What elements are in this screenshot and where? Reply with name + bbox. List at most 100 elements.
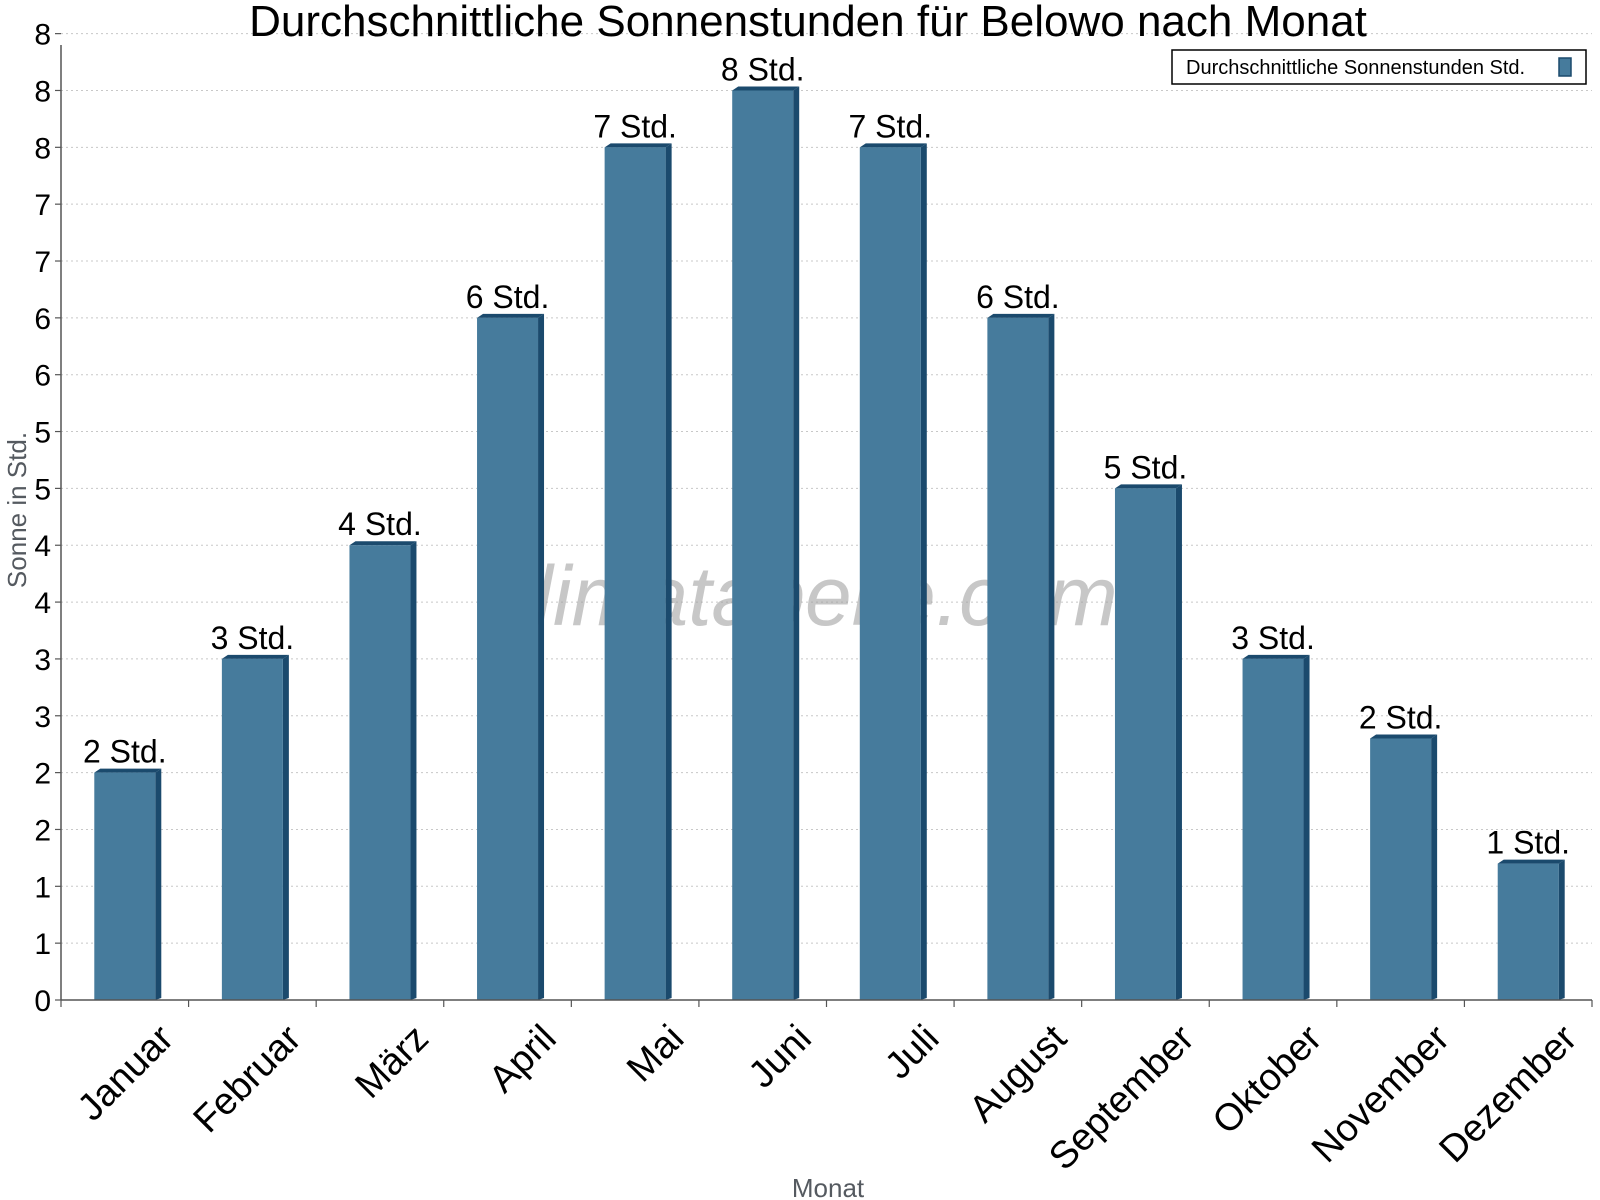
data-label: 7 Std.	[593, 108, 677, 144]
y-tick-label: 7	[34, 246, 51, 279]
bar-top	[1370, 734, 1438, 739]
bar-top	[349, 541, 417, 546]
y-tick-label: 4	[34, 530, 51, 563]
bar-side	[1558, 859, 1565, 1000]
y-tick-label: 5	[34, 473, 51, 506]
bar-dezember	[1497, 859, 1565, 1000]
data-label: 6 Std.	[976, 279, 1060, 315]
y-tick-label: 1	[34, 928, 51, 961]
y-tick-label: 8	[34, 75, 51, 108]
data-label: 3 Std.	[211, 620, 295, 656]
bar-top	[94, 768, 162, 773]
bar-top	[1497, 859, 1565, 864]
data-label: 4 Std.	[338, 506, 422, 542]
x-axis-ticks: Januar Februar März April Mai Juni Juli AugustS…	[60, 1000, 1593, 1178]
legend: Durchschnittliche Sonnenstunden Std.	[1171, 49, 1587, 85]
y-tick-label: 2	[34, 758, 51, 791]
x-tick-label: April	[481, 1017, 564, 1100]
bar-top	[1242, 654, 1310, 659]
bar	[94, 772, 156, 1000]
x-tick-label: März	[348, 1017, 437, 1106]
bar-side	[410, 541, 417, 1000]
bar-top	[987, 313, 1055, 318]
x-axis-label: Monat	[792, 1173, 865, 1200]
y-tick-label: 7	[34, 189, 51, 222]
bar-oktober	[1242, 654, 1310, 1000]
data-label: 2 Std.	[83, 734, 167, 770]
bar	[987, 317, 1049, 1000]
x-tick-label: Juli	[877, 1017, 947, 1087]
legend-label: Durchschnittliche Sonnenstunden Std.	[1186, 57, 1525, 79]
bar-top	[221, 654, 289, 659]
bar-top	[477, 313, 545, 318]
legend-swatch	[1558, 57, 1572, 77]
bar-februar	[221, 654, 289, 1000]
bar-top	[604, 143, 672, 148]
legend-box	[1171, 49, 1587, 85]
bar-mai	[604, 143, 672, 1001]
bar-side	[155, 768, 162, 1000]
bar	[349, 545, 411, 1000]
bar-side	[793, 86, 800, 1000]
bar-januar	[94, 768, 162, 1000]
bar-side	[1431, 734, 1438, 1000]
bar-side	[282, 654, 289, 1000]
data-label: 3 Std.	[1231, 620, 1315, 656]
x-tick-label: Oktober	[1205, 1017, 1331, 1143]
bar-juli	[859, 143, 927, 1001]
bars	[94, 86, 1565, 1001]
bar	[1497, 863, 1559, 1000]
bar-side	[1303, 654, 1310, 1000]
bar-side	[1048, 313, 1055, 1000]
x-tick-label: Dezember	[1432, 1017, 1586, 1171]
data-label: 5 Std.	[1104, 449, 1188, 485]
x-tick-label: Mai	[619, 1017, 692, 1090]
bar	[1242, 658, 1304, 1000]
x-tick-label: August	[962, 1017, 1076, 1131]
y-tick-label: 5	[34, 417, 51, 450]
data-label: 8 Std.	[721, 51, 805, 87]
data-labels: 2 Std. 3 Std. 4 Std. 6 Std. 7 Std. 8 Std. 7 St…	[83, 51, 1570, 860]
data-label: 6 Std.	[466, 279, 550, 315]
bar-märz	[349, 541, 417, 1000]
x-tick-label: Januar	[70, 1017, 182, 1129]
bar	[221, 658, 283, 1000]
grid-lines	[61, 33, 1592, 944]
y-tick-label: 6	[34, 303, 51, 336]
bar-side	[665, 143, 672, 1001]
data-label: 7 Std.	[848, 108, 932, 144]
y-tick-label: 3	[34, 644, 51, 677]
bar	[732, 90, 794, 1000]
bar-november	[1370, 734, 1438, 1000]
bar-side	[1175, 484, 1182, 1001]
y-tick-label: 8	[34, 19, 51, 52]
bar	[604, 147, 666, 1001]
y-axis-ticks: 0 1 1 2 2 3 3 4 4 5 5 6 6 7 7 8 8 8	[34, 19, 61, 1018]
data-label: 1 Std.	[1486, 825, 1570, 861]
x-tick-label: November	[1304, 1017, 1458, 1171]
y-tick-label: 3	[34, 701, 51, 734]
y-tick-label: 8	[34, 132, 51, 165]
x-tick-label: Juni	[741, 1017, 820, 1096]
x-tick-label: Februar	[186, 1017, 310, 1141]
y-tick-label: 6	[34, 360, 51, 393]
y-tick-label: 1	[34, 871, 51, 904]
bar-august	[987, 313, 1055, 1000]
bar-top	[1114, 484, 1182, 489]
y-tick-label: 4	[34, 587, 51, 620]
chart-title: Durchschnittliche Sonnenstunden für Belo…	[249, 0, 1367, 46]
bar	[477, 317, 539, 1000]
bar-side	[538, 313, 545, 1000]
data-label: 2 Std.	[1359, 700, 1443, 736]
axes	[60, 45, 1592, 1001]
bar-juni	[732, 86, 800, 1000]
bar	[1114, 488, 1176, 1000]
bar	[1370, 738, 1432, 1000]
y-axis-label: Sonne in Std.	[2, 432, 32, 588]
y-tick-label: 2	[34, 814, 51, 847]
bar-top	[732, 86, 800, 91]
bar	[859, 147, 921, 1001]
bar-top	[859, 143, 927, 148]
